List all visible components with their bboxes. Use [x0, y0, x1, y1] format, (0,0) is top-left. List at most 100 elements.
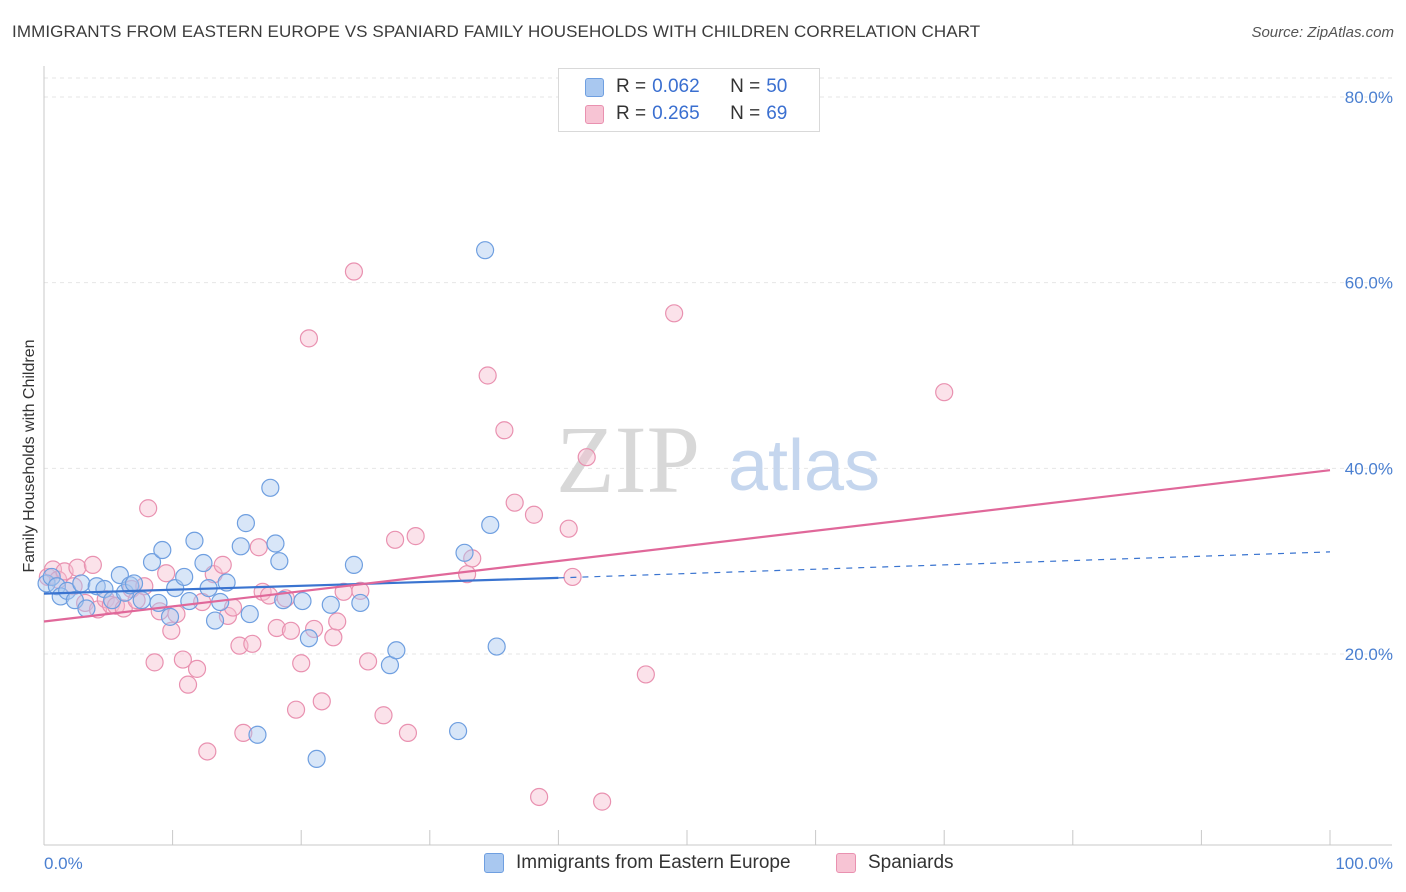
- point-spaniards[interactable]: [286, 700, 306, 719]
- watermark-atlas: atlas: [728, 426, 880, 506]
- legend-item-eastern-europe[interactable]: Immigrants from Eastern Europe: [484, 852, 791, 874]
- point-spaniards[interactable]: [935, 383, 954, 402]
- point-spaniards[interactable]: [524, 505, 544, 524]
- legend-row-eastern-europe: R = 0.062 N = 50: [585, 75, 787, 99]
- point-eastern-europe[interactable]: [185, 531, 204, 550]
- point-spaniards[interactable]: [249, 538, 268, 557]
- y-tick-label: 20.0%: [1345, 645, 1393, 664]
- point-eastern-europe[interactable]: [160, 607, 180, 626]
- point-spaniards[interactable]: [267, 618, 286, 638]
- point-spaniards[interactable]: [292, 654, 311, 673]
- point-eastern-europe[interactable]: [47, 577, 66, 596]
- point-eastern-europe[interactable]: [77, 599, 96, 618]
- point-eastern-europe[interactable]: [153, 540, 172, 560]
- point-eastern-europe[interactable]: [58, 581, 77, 600]
- point-spaniards[interactable]: [398, 723, 418, 743]
- chart-title: IMMIGRANTS FROM EASTERN EUROPE VS SPANIA…: [12, 22, 981, 41]
- point-eastern-europe[interactable]: [481, 515, 500, 535]
- trend-eastern-europe: [43, 576, 559, 595]
- axes: [43, 66, 1392, 846]
- point-eastern-europe[interactable]: [217, 573, 236, 592]
- point-spaniards[interactable]: [178, 675, 198, 694]
- point-eastern-europe[interactable]: [124, 574, 144, 593]
- point-eastern-europe[interactable]: [231, 537, 250, 556]
- point-eastern-europe[interactable]: [344, 555, 364, 574]
- legend-n-value: 50: [766, 76, 788, 97]
- point-spaniards[interactable]: [559, 519, 578, 538]
- series-eastern-europe-points: [37, 241, 506, 769]
- watermark-zip: ZIP: [556, 406, 700, 513]
- point-eastern-europe[interactable]: [321, 595, 340, 614]
- point-spaniards[interactable]: [406, 527, 425, 546]
- point-spaniards[interactable]: [374, 706, 393, 725]
- legend-n-label: N =: [730, 76, 761, 97]
- point-spaniards[interactable]: [83, 555, 102, 574]
- gridlines: [44, 77, 1392, 655]
- y-tick-label: 60.0%: [1345, 274, 1393, 293]
- legend-r-label: R =: [616, 76, 647, 97]
- point-eastern-europe[interactable]: [351, 593, 370, 613]
- point-spaniards[interactable]: [358, 652, 378, 671]
- point-spaniards[interactable]: [162, 621, 181, 640]
- legend-item-spaniards[interactable]: Spaniards: [836, 852, 954, 874]
- point-eastern-europe[interactable]: [72, 574, 91, 593]
- point-eastern-europe[interactable]: [42, 567, 61, 587]
- point-eastern-europe[interactable]: [299, 629, 319, 648]
- point-eastern-europe[interactable]: [487, 637, 506, 656]
- point-spaniards[interactable]: [304, 619, 324, 639]
- point-spaniards[interactable]: [213, 555, 232, 574]
- point-spaniards[interactable]: [593, 792, 612, 811]
- point-eastern-europe[interactable]: [455, 543, 474, 562]
- point-eastern-europe[interactable]: [266, 534, 285, 553]
- point-eastern-europe[interactable]: [194, 553, 213, 573]
- point-eastern-europe[interactable]: [240, 604, 259, 624]
- source-label: Source: ZipAtlas.com: [1251, 24, 1394, 41]
- point-spaniards[interactable]: [198, 742, 217, 761]
- trend-lines: [43, 469, 1331, 623]
- point-spaniards[interactable]: [495, 421, 514, 440]
- y-tick-label: 80.0%: [1345, 88, 1393, 107]
- point-eastern-europe[interactable]: [132, 591, 151, 610]
- point-spaniards[interactable]: [281, 621, 301, 640]
- point-spaniards[interactable]: [665, 304, 684, 323]
- point-eastern-europe[interactable]: [475, 241, 495, 260]
- point-eastern-europe[interactable]: [270, 552, 289, 571]
- legend-item-label: Spaniards: [868, 852, 954, 873]
- point-eastern-europe[interactable]: [261, 478, 280, 497]
- point-spaniards[interactable]: [385, 530, 405, 549]
- point-eastern-europe[interactable]: [236, 514, 256, 533]
- point-spaniards[interactable]: [324, 628, 343, 647]
- point-spaniards[interactable]: [577, 448, 596, 467]
- point-eastern-europe[interactable]: [448, 721, 468, 741]
- point-spaniards[interactable]: [636, 665, 655, 684]
- point-eastern-europe[interactable]: [307, 749, 326, 769]
- point-spaniards[interactable]: [328, 612, 347, 631]
- point-spaniards[interactable]: [234, 723, 253, 743]
- point-spaniards[interactable]: [344, 262, 364, 281]
- point-eastern-europe[interactable]: [175, 567, 194, 587]
- point-eastern-europe[interactable]: [387, 641, 406, 660]
- point-eastern-europe[interactable]: [142, 552, 162, 572]
- point-eastern-europe[interactable]: [248, 725, 267, 744]
- x-tick-label-left: 0.0%: [44, 854, 83, 873]
- x-tick-label-right: 100.0%: [1335, 854, 1393, 873]
- point-spaniards[interactable]: [530, 787, 549, 807]
- point-spaniards[interactable]: [173, 650, 192, 669]
- legend-item-label: Immigrants from Eastern Europe: [516, 852, 791, 873]
- point-spaniards[interactable]: [312, 692, 331, 711]
- point-spaniards[interactable]: [243, 634, 262, 653]
- point-spaniards[interactable]: [157, 564, 176, 583]
- point-eastern-europe[interactable]: [293, 591, 312, 611]
- point-spaniards[interactable]: [68, 558, 87, 577]
- point-eastern-europe[interactable]: [180, 591, 199, 611]
- series-legend: Immigrants from Eastern Europe Spaniards: [0, 852, 1406, 878]
- point-eastern-europe[interactable]: [274, 591, 293, 610]
- point-spaniards[interactable]: [505, 493, 524, 512]
- point-spaniards[interactable]: [145, 653, 164, 672]
- point-spaniards[interactable]: [478, 366, 497, 385]
- point-spaniards[interactable]: [299, 329, 319, 348]
- point-eastern-europe[interactable]: [205, 611, 225, 630]
- point-spaniards[interactable]: [139, 499, 158, 518]
- point-spaniards[interactable]: [187, 659, 207, 678]
